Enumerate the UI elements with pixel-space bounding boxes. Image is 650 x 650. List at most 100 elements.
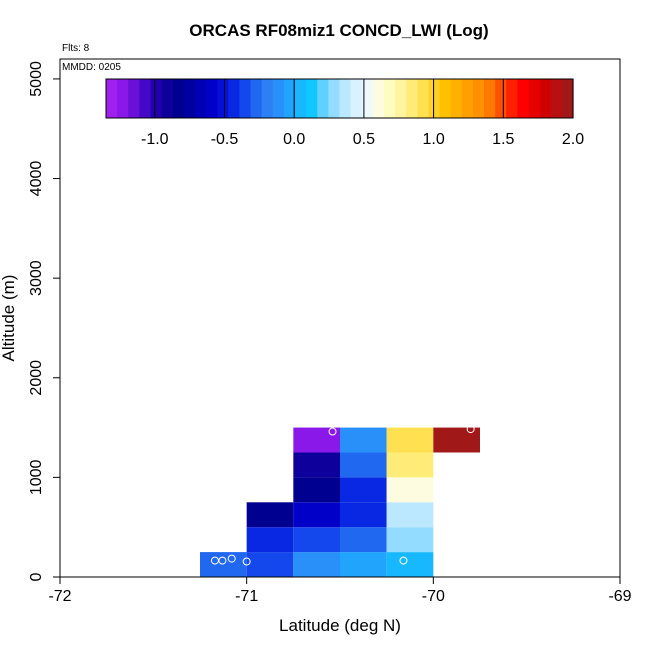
colorbar-segment (461, 79, 474, 118)
colorbar-segment (406, 79, 418, 118)
colorbar-segment (472, 79, 485, 118)
colorbar-tick-label: 0.0 (283, 131, 305, 148)
colorbar-tick-label: 1.0 (422, 131, 444, 148)
colorbar-segment (272, 79, 285, 118)
x-tick-label: -70 (422, 588, 445, 605)
heatmap-cells (200, 427, 480, 577)
colorbar-tick-label: 2.0 (562, 131, 584, 148)
colorbar-segment (417, 79, 430, 118)
x-tick-label: -69 (608, 588, 631, 605)
heatmap-cell (293, 527, 340, 553)
colorbar-segment (161, 79, 174, 118)
y-tick-label: 5000 (28, 61, 45, 97)
heatmap-cell (293, 552, 340, 577)
heatmap-cell (386, 552, 434, 577)
colorbar-segment (317, 79, 329, 118)
colorbar-segment (395, 79, 407, 118)
colorbar-segment (550, 79, 563, 118)
heatmap-cell (433, 427, 480, 453)
observation-points (210, 425, 475, 566)
x-axis-label: Latitude (deg N) (279, 616, 401, 635)
colorbar-segment (117, 79, 129, 118)
heatmap-cell (340, 427, 387, 453)
colorbar-segment (361, 79, 374, 118)
chart-title: ORCAS RF08miz1 CONCD_LWI (Log) (189, 21, 488, 40)
heatmap-cell (293, 427, 340, 453)
colorbar-segment (283, 79, 296, 118)
colorbar-tick-label: -0.5 (211, 131, 239, 148)
colorbar-segment (528, 79, 541, 118)
colorbar-segment (306, 79, 318, 118)
colorbar-segment (506, 79, 519, 118)
heatmap-cell (246, 527, 294, 553)
observation-point (242, 557, 251, 566)
colorbar-segment (239, 79, 252, 118)
colorbar-segment (194, 79, 207, 118)
colorbar-tick-label: 0.5 (353, 131, 375, 148)
colorbar-segment (339, 79, 352, 118)
heatmap-cell (340, 552, 387, 577)
y-tick-label: 1000 (28, 459, 45, 495)
heatmap-cell (386, 452, 434, 478)
colorbar-segment (428, 79, 441, 118)
y-tick-label: 3000 (28, 260, 45, 296)
heatmap-cell (340, 452, 387, 478)
flights-note: Flts: 8 (62, 43, 90, 54)
heatmap-cell (246, 552, 294, 577)
y-axis: 0 1000 2000 3000 4000 5000 (28, 61, 60, 581)
heatmap-cell (200, 552, 247, 577)
colorbar-segment (517, 79, 530, 118)
heatmap-cell (386, 527, 434, 553)
x-tick-label: -72 (48, 588, 71, 605)
colorbar-segment (350, 79, 363, 118)
colorbar-segment (484, 79, 496, 118)
colorbar-tick-label: 1.5 (492, 131, 514, 148)
x-axis: -72 -71 -70 -69 (48, 577, 632, 605)
heatmap-cell (386, 502, 434, 528)
colorbar-segment (206, 79, 218, 118)
colorbar-segment (295, 79, 307, 118)
colorbar-tick-label: -1.0 (141, 131, 169, 148)
observation-point (227, 554, 236, 563)
colorbar-segment (261, 79, 274, 118)
observation-point (218, 556, 227, 565)
observation-point (466, 425, 475, 434)
colorbar-segment (128, 79, 140, 118)
plot-frame (59, 58, 621, 578)
colorbar-segment (106, 79, 118, 118)
observation-point (399, 556, 408, 565)
colorbar-frame (105, 78, 574, 119)
colorbar-segment (539, 79, 552, 118)
colorbar-segment (172, 79, 185, 118)
colorbar-segment (328, 79, 341, 118)
observation-point (328, 427, 337, 436)
colorbar-segment (150, 79, 163, 118)
heatmap-cell (340, 527, 387, 553)
heatmap-cell (340, 477, 387, 503)
x-tick-label: -71 (235, 588, 258, 605)
y-axis-label: Altitude (m) (0, 275, 18, 362)
colorbar-segment (183, 79, 196, 118)
colorbar-segment (561, 79, 574, 118)
colorbar-segment (139, 79, 152, 118)
y-tick-label: 4000 (28, 161, 45, 197)
colorbar-segment (228, 79, 241, 118)
heatmap-cell (246, 502, 294, 528)
heatmap-cell (293, 452, 340, 478)
colorbar: -1.0 -0.5 0.0 0.5 1.0 1.5 2.0 (105, 78, 584, 148)
heatmap-cell (293, 477, 340, 503)
colorbar-segment (439, 79, 452, 118)
colorbar-segment (495, 79, 507, 118)
colorbar-segment (217, 79, 229, 118)
heatmap-cell (293, 502, 340, 528)
heatmap-cell (386, 427, 434, 453)
y-tick-label: 2000 (28, 360, 45, 396)
colorbar-segment (250, 79, 263, 118)
colorbar-segment (450, 79, 463, 118)
mmdd-note: MMDD: 0205 (62, 62, 121, 73)
y-tick-label: 0 (28, 572, 45, 581)
colorbar-segment (372, 79, 385, 118)
heatmap-cell (386, 477, 434, 503)
colorbar-segment (383, 79, 396, 118)
